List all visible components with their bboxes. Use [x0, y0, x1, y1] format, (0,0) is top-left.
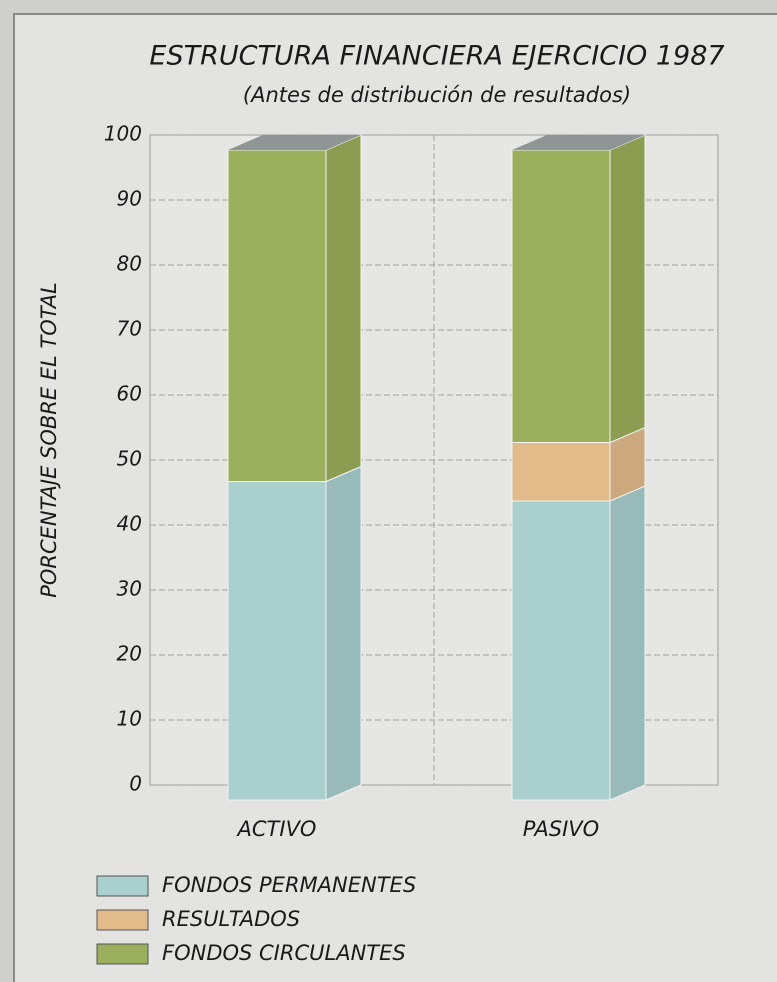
legend-label: FONDOS CIRCULANTES [162, 941, 406, 965]
bar-side [609, 485, 646, 801]
bar-segment [227, 149, 327, 482]
y-axis-label: PORCENTAJE SOBRE EL TOTAL [37, 282, 61, 598]
legend-swatch [96, 943, 149, 965]
legend-swatch [96, 909, 149, 931]
bar-segment [227, 481, 327, 801]
y-tick-label: 60 [117, 382, 142, 406]
y-tick-label: 70 [117, 317, 142, 341]
bar-segment [511, 442, 611, 502]
bar-segment [511, 149, 611, 443]
y-tick-label: 50 [117, 447, 142, 471]
bar-top [512, 135, 645, 150]
legend-label: RESULTADOS [162, 907, 300, 931]
chart-title: ESTRUCTURA FINANCIERA EJERCICIO 1987 [149, 41, 724, 72]
y-tick-label: 20 [117, 642, 142, 666]
bar-top [228, 135, 361, 150]
y-tick-label: 40 [117, 512, 142, 536]
y-tick-label: 30 [117, 577, 142, 601]
y-tick-label: 80 [117, 252, 142, 276]
x-tick-label: PASIVO [523, 817, 599, 841]
y-tick-label: 10 [117, 707, 142, 731]
y-tick-label: 100 [104, 122, 142, 146]
y-tick-label: 90 [117, 187, 142, 211]
bar-segment [511, 500, 611, 801]
legend-swatch [96, 875, 149, 897]
bar-side [609, 134, 646, 444]
bar-side [325, 134, 362, 483]
legend-label: FONDOS PERMANENTES [162, 873, 416, 897]
bar-side [325, 465, 362, 801]
chart-subtitle: (Antes de distribución de resultados) [243, 83, 631, 107]
x-tick-label: ACTIVO [236, 817, 317, 841]
y-tick-label: 0 [129, 772, 142, 796]
